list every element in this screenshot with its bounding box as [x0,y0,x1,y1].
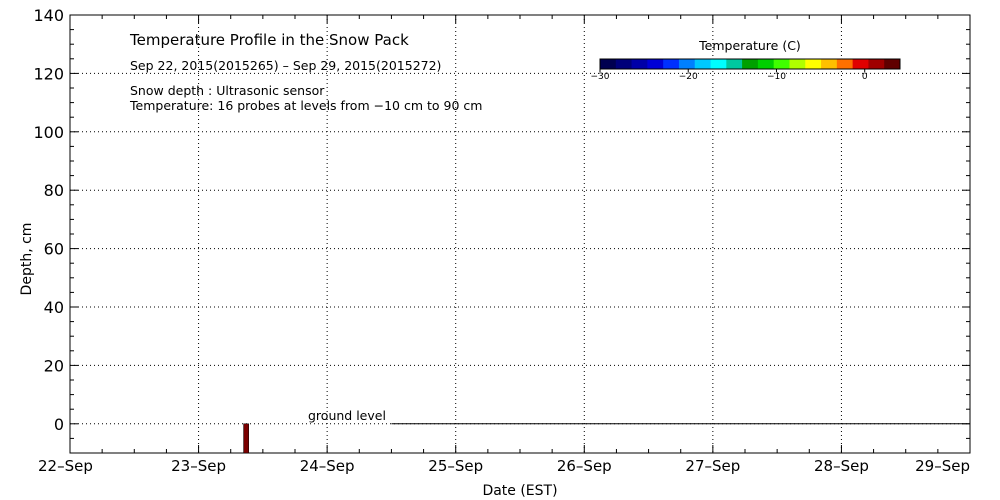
x-tick-label: 24–Sep [300,457,355,475]
y-tick-label: 60 [44,240,64,259]
y-tick-label: 40 [44,298,64,317]
colorbar-cell [710,59,727,69]
y-tick-label: 120 [33,64,64,83]
x-tick-label: 27–Sep [685,457,740,475]
colorbar-cell [615,59,633,69]
colorbar-tick-label: −30 [591,72,610,82]
ground-level-label: ground level [308,408,386,423]
colorbar-cell [821,59,838,69]
gridlines [70,15,970,453]
colorbar-cell [836,59,854,69]
colorbar-cell [726,59,743,69]
colorbar-cell [805,59,822,69]
chart-subtitle: Sep 22, 2015(2015265) – Sep 29, 2015(201… [130,58,441,73]
x-tick-labels: 22–Sep 23–Sep 24–Sep 25–Sep 26–Sep 27–Sep 28–S… [38,457,970,475]
y-tick-label: 80 [44,181,64,200]
y-tick-label: 20 [44,356,64,375]
colorbar-cell [631,59,648,69]
colorbar-ticks: −30 −20 −10 0 [591,69,868,82]
colorbar-cell [773,59,790,69]
note-temperature: Temperature: 16 probes at levels from −1… [129,98,482,113]
y-tick-label: 0 [54,415,64,434]
chart-title: Temperature Profile in the Snow Pack [129,31,409,49]
colorbar-cell [868,59,885,69]
plot-frame [69,14,971,454]
x-tick-label: 25–Sep [428,457,483,475]
colorbar-cell [884,59,901,69]
colorbar-label: Temperature (C) [698,38,801,53]
colorbar-cell [742,59,759,69]
colorbar-cell [600,59,617,69]
colorbar-cell [678,59,696,69]
axis-ticks [69,14,971,454]
colorbar-tick-label: 0 [862,72,868,82]
y-tick-labels: 0 20 40 60 80 100 120 140 [33,6,64,434]
x-tick-label: 29–Sep [915,457,970,475]
colorbar-cell [852,59,869,69]
x-tick-label: 26–Sep [557,457,612,475]
colorbar-cell [757,59,775,69]
colorbar-cell [789,59,806,69]
y-axis-label: Depth, cm [19,223,35,296]
x-axis-label: Date (EST) [482,483,557,499]
colorbar: Temperature (C) −30 −20 −10 0 [591,38,901,82]
colorbar-tick-label: −10 [767,72,786,82]
x-tick-label: 22–Sep [38,457,93,475]
note-snow-depth: Snow depth : Ultrasonic sensor [130,83,325,98]
colorbar-tick-label: −20 [679,72,698,82]
x-tick-label: 23–Sep [171,457,226,475]
data-marks [243,423,970,454]
y-tick-label: 140 [33,6,64,25]
temperature-bar [243,423,249,454]
colorbar-cells [599,58,901,70]
colorbar-frame [599,58,901,70]
y-tick-label: 100 [33,123,64,142]
x-tick-label: 28–Sep [814,457,869,475]
colorbar-cell [694,59,712,69]
colorbar-cell [647,59,664,69]
colorbar-cell [663,59,680,69]
